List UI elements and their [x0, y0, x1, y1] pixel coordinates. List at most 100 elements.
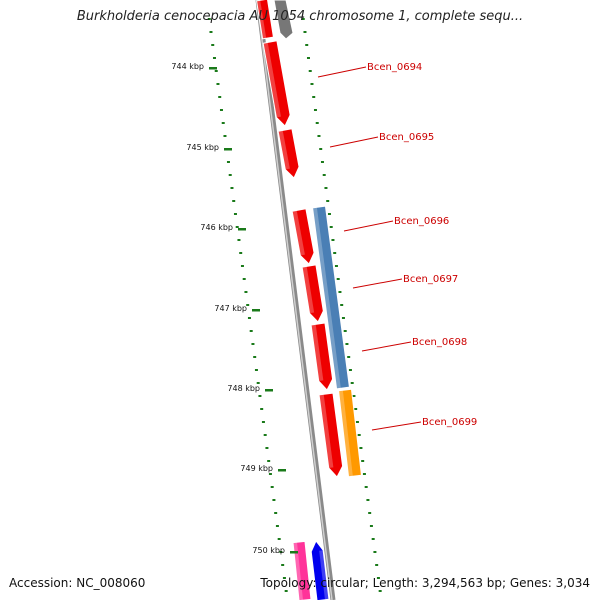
tick-dot — [355, 421, 359, 423]
tick-dot — [282, 577, 286, 579]
tick-dot — [371, 538, 375, 540]
tick-dot — [305, 44, 309, 46]
tick-dot — [324, 187, 328, 189]
tick-dot — [230, 187, 234, 189]
tick-dot — [216, 83, 220, 85]
tick-dot — [329, 226, 333, 228]
tick-dot — [247, 317, 251, 319]
tick-dot — [362, 473, 366, 475]
gene-feature — [255, 0, 275, 40]
tick-dot — [211, 44, 215, 46]
tick-dot — [232, 200, 236, 202]
tick-dot — [254, 369, 258, 371]
tick-dot — [315, 122, 319, 124]
label-leader-line — [317, 66, 367, 78]
tick-dot — [336, 278, 340, 280]
tick-dot — [375, 564, 379, 566]
kbp-tick — [252, 309, 260, 312]
tick-dot — [357, 434, 361, 436]
kbp-tick — [238, 228, 246, 231]
gene-label[interactable]: Bcen_0694 — [367, 62, 422, 73]
tick-dot — [228, 174, 232, 176]
kbp-label: 746 kbp — [200, 223, 233, 232]
tick-dot — [303, 31, 307, 33]
tick-dot — [333, 252, 337, 254]
tick-dot — [218, 96, 222, 98]
tick-dot — [207, 18, 211, 20]
tick-dot — [359, 447, 363, 449]
kbp-label: 750 kbp — [252, 546, 285, 555]
label-leader-line — [371, 421, 422, 431]
scale-ticks: 744 kbp 745 kbp 746 kbp 747 kbp 748 kbp 749 k… — [171, 62, 298, 555]
gene-feature — [262, 40, 291, 127]
kbp-label: 749 kbp — [240, 464, 273, 473]
topology-text: Topology: circular; Length: 3,294,563 bp… — [260, 576, 590, 590]
tick-dot — [265, 447, 269, 449]
inner-tick-dots — [207, 18, 288, 592]
tick-dot — [319, 148, 323, 150]
tick-dot — [350, 382, 354, 384]
tick-dot — [352, 395, 356, 397]
tick-dot — [334, 265, 338, 267]
gene-label[interactable]: Bcen_0699 — [422, 417, 477, 428]
tick-dot — [317, 135, 321, 137]
backbone-line — [255, 0, 336, 600]
tick-dot — [322, 174, 326, 176]
tick-dot — [226, 161, 230, 163]
tick-dot — [249, 330, 253, 332]
tick-dot — [221, 122, 225, 124]
gray-feature — [273, 0, 294, 40]
tick-dot — [284, 590, 288, 592]
tick-dot — [223, 135, 227, 137]
tick-dot — [373, 551, 377, 553]
kbp-tick — [290, 551, 298, 554]
tick-dot — [242, 278, 246, 280]
tick-dot — [376, 577, 380, 579]
tick-dot — [274, 512, 278, 514]
tick-dot — [244, 291, 248, 293]
tick-dot — [219, 109, 223, 111]
kbp-tick — [209, 67, 217, 70]
outer-tick-dots — [301, 18, 382, 592]
kbp-label: 745 kbp — [186, 143, 219, 152]
backbone-highlight — [256, 0, 333, 600]
tick-dot — [235, 226, 239, 228]
label-leader-line — [343, 220, 394, 232]
tick-dot — [354, 408, 358, 410]
tick-dot — [308, 70, 312, 72]
tick-dot — [281, 564, 285, 566]
tick-dot — [366, 499, 370, 501]
tick-dot — [268, 473, 272, 475]
gene-label[interactable]: Bcen_0696 — [394, 216, 449, 227]
tick-dot — [348, 369, 352, 371]
tick-dot — [320, 161, 324, 163]
tick-dot — [256, 382, 260, 384]
tick-dot — [310, 83, 314, 85]
gene-label[interactable]: Bcen_0695 — [379, 132, 434, 143]
tick-dot — [261, 421, 265, 423]
tick-dot — [340, 304, 344, 306]
gene-label[interactable]: Bcen_0698 — [412, 337, 467, 348]
tick-dot — [345, 343, 349, 345]
gene-feature — [310, 322, 334, 391]
tick-dot — [279, 551, 283, 553]
tick-dot — [260, 408, 264, 410]
tick-dot — [233, 213, 237, 215]
label-leader-line — [361, 341, 412, 352]
tick-dot — [267, 460, 271, 462]
tick-dot — [327, 213, 331, 215]
gene-feature — [291, 208, 315, 265]
tick-dot — [361, 460, 365, 462]
feature-track — [255, 0, 363, 600]
gene-label[interactable]: Bcen_0697 — [403, 274, 458, 285]
accession-text: Accession: NC_008060 — [9, 576, 146, 590]
tick-dot — [343, 330, 347, 332]
gene-labels: Bcen_0694 Bcen_0695 Bcen_0696 Bcen_0697 Bcen… — [317, 62, 477, 431]
tick-dot — [246, 304, 250, 306]
tick-dot — [263, 434, 267, 436]
label-leader-line — [329, 136, 379, 148]
tick-dot — [306, 57, 310, 59]
kbp-label: 744 kbp — [171, 62, 204, 71]
tick-dot — [326, 200, 330, 202]
